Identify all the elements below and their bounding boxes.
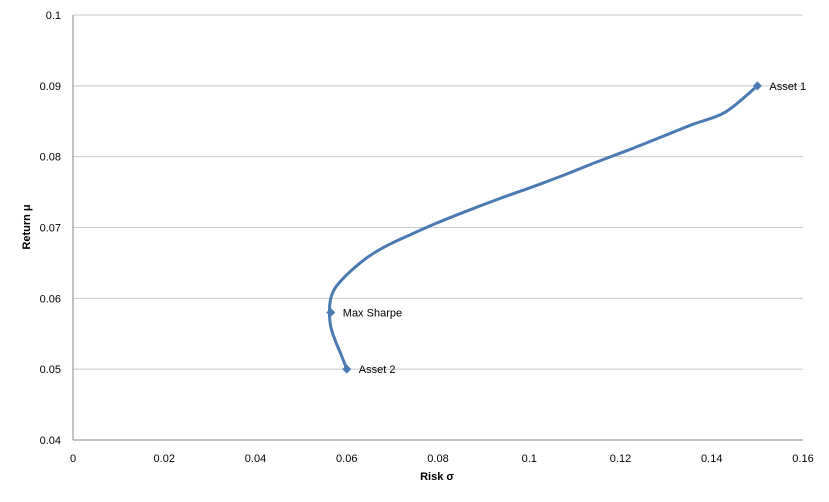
x-axis-title: Risk σ — [420, 471, 454, 483]
x-tick-label: 0.12 — [610, 453, 631, 465]
y-tick-label: 0.09 — [40, 81, 61, 93]
y-tick-labels: 0.04 0.05 0.06 0.07 0.08 0.09 0.1 — [40, 10, 61, 447]
x-tick-label: 0 — [70, 453, 76, 465]
x-tick-label: 0.04 — [245, 453, 266, 465]
x-tick-labels: 0 0.02 0.04 0.06 0.08 0.1 0.12 0.14 0.16 — [70, 453, 814, 465]
point-marker — [752, 81, 762, 91]
grid-lines — [73, 14, 803, 370]
y-tick-label: 0.1 — [46, 10, 61, 22]
point-marker — [326, 308, 336, 317]
y-tick-label: 0.06 — [40, 293, 61, 305]
x-tick-label: 0.14 — [701, 453, 722, 465]
x-tick-label: 0.16 — [792, 453, 813, 465]
point-labels: Asset 1 Max Sharpe Asset 2 — [343, 81, 806, 376]
frontier-line — [327, 84, 759, 370]
point-label: Asset 1 — [769, 81, 806, 93]
point-markers — [326, 81, 762, 374]
x-tick-label: 0.06 — [336, 453, 357, 465]
point-label: Asset 2 — [359, 364, 396, 376]
y-tick-label: 0.04 — [40, 435, 61, 447]
x-tick-label: 0.1 — [522, 453, 537, 465]
y-tick-label: 0.08 — [40, 152, 61, 164]
frontier-series — [327, 84, 759, 370]
point-label: Max Sharpe — [343, 308, 402, 320]
point-marker — [342, 364, 352, 374]
axes — [72, 15, 803, 441]
y-axis-title: Return μ — [21, 204, 33, 249]
y-tick-label: 0.07 — [40, 223, 61, 235]
y-tick-label: 0.05 — [40, 364, 61, 376]
x-tick-label: 0.02 — [154, 453, 175, 465]
x-tick-label: 0.08 — [427, 453, 448, 465]
